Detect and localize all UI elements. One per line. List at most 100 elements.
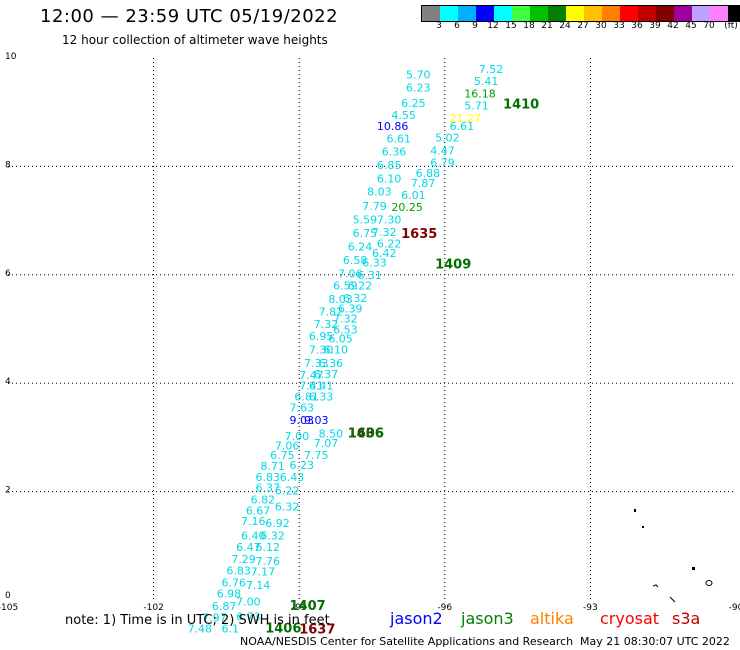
wave-height-label: 6.87	[212, 600, 237, 613]
wave-height-label: 6.98	[217, 587, 242, 600]
legend-label: 36	[631, 21, 643, 31]
wave-height-label: 6.32	[260, 529, 285, 542]
satellite-label-altika: altika	[530, 609, 574, 628]
wave-height-label: 6.1	[222, 623, 240, 636]
legend-swatch	[656, 6, 674, 21]
wave-height-label: 7.63	[289, 401, 314, 414]
wave-height-label: 6.33	[309, 391, 334, 404]
wave-height-label: 6.82	[251, 494, 276, 507]
wave-height-label: 6.10	[377, 173, 402, 186]
map-subtitle: 12 hour collection of altimeter wave hei…	[62, 33, 328, 47]
x-tick-label: -105	[0, 603, 18, 613]
legend-swatch	[548, 6, 566, 21]
wave-height-label: 6.53	[333, 323, 358, 336]
wave-height-label: 6.23	[289, 459, 314, 472]
wave-height-label: 5.41	[474, 75, 499, 88]
wave-height-label: 6.83	[256, 471, 281, 484]
satellite-label-jason2: jason2	[390, 609, 443, 628]
wave-height-label: 16.18	[464, 88, 496, 101]
wave-height-label: 7.52	[479, 63, 504, 76]
satellite-label-jason3: jason3	[461, 609, 514, 628]
wave-height-label: 6.41	[309, 380, 334, 393]
wave-height-label: 8.50	[319, 427, 344, 440]
wave-height-label: 7.87	[411, 177, 436, 190]
wave-height-label: 6.81	[294, 391, 319, 404]
coastline-islands	[634, 509, 713, 603]
wave-height-label: 6.67	[246, 504, 271, 517]
legend-label: 33	[613, 21, 625, 31]
wave-height-label: 6.58	[343, 254, 368, 267]
wave-height-label: 6.43	[280, 471, 305, 484]
map-title: 12:00 — 23:59 UTC 05/19/2022	[40, 6, 339, 27]
time-label: 1406	[348, 426, 384, 441]
wave-height-label: 6.40	[241, 529, 266, 542]
time-label: 1637	[299, 623, 335, 638]
legend-label: 15	[505, 21, 517, 31]
legend-swatch	[674, 6, 692, 21]
map-ticks: -105 -102 -99 -96 -93 -90 0 2 4 6 8 10	[0, 52, 740, 613]
footnote: note: 1) Time is in UTC; 2) SWH is in fe…	[65, 613, 330, 628]
wave-height-label: 7.30	[309, 343, 334, 356]
time-label: 1636	[348, 426, 384, 441]
legend-swatch	[620, 6, 638, 21]
legend-label: 70	[703, 21, 715, 31]
wave-height-label: 5.70	[406, 69, 431, 82]
wave-height-label: 7.33	[304, 357, 329, 370]
wave-height-label: 5.71	[464, 99, 489, 112]
y-tick-label: 0	[5, 591, 11, 601]
wave-height-label: 6.37	[314, 368, 339, 381]
wave-height-label: 6.32	[343, 292, 368, 305]
island-mark	[642, 526, 644, 528]
legend-swatch	[494, 6, 512, 21]
credit-line: NOAA/NESDIS Center for Satellite Applica…	[240, 635, 574, 648]
legend-swatch	[692, 6, 710, 21]
wave-height-label: 7.32	[333, 312, 358, 325]
wave-height-label: 8.71	[260, 460, 285, 473]
legend-swatch	[512, 6, 530, 21]
legend-label: 42	[667, 21, 679, 31]
wave-height-label: 6.22	[377, 238, 402, 251]
wave-height-label: 5.02	[435, 131, 460, 144]
wave-height-label: 6.95	[309, 330, 334, 343]
legend-swatch	[440, 6, 458, 21]
island-mark	[652, 584, 659, 588]
wave-height-label: 7.17	[251, 566, 276, 579]
legend-label: 6	[454, 21, 460, 31]
wave-height-label: 6.85	[377, 159, 402, 172]
wave-height-label: 6.32	[275, 501, 300, 514]
wave-height-label: 6.39	[338, 303, 363, 316]
wave-height-label: 4.47	[430, 144, 455, 157]
legend-label: 3	[436, 21, 442, 31]
wave-height-label: 6.10	[323, 343, 348, 356]
wave-height-label: 6.47	[236, 541, 261, 554]
map-grid	[8, 58, 736, 600]
legend-label: 12	[487, 21, 499, 31]
wave-height-label: 7.41	[299, 380, 324, 393]
y-tick-label: 8	[5, 160, 11, 170]
wave-height-label: 7.29	[231, 553, 256, 566]
generation-date: May 21 08:30:07 UTC 2022	[580, 635, 730, 648]
wave-height-label: 6.22	[275, 484, 300, 497]
time-label: 1635	[401, 227, 437, 242]
x-tick-label: -99	[292, 603, 307, 613]
wave-height-label: 6.83	[226, 565, 251, 578]
wave-height-label: 20.25	[391, 201, 423, 214]
island-mark	[705, 580, 713, 586]
wave-height-label: 6.75	[353, 227, 378, 240]
wave-height-label: 21.27	[450, 112, 482, 125]
wave-height-label: 6.22	[348, 279, 373, 292]
x-tick-label: -93	[583, 603, 598, 613]
wave-height-label: 6.37	[256, 482, 281, 495]
wave-height-label: 7.76	[256, 555, 281, 568]
wave-height-label: 7.00	[236, 595, 261, 608]
wave-height-label: 6.88	[416, 167, 441, 180]
satellite-label-s3a: s3a	[672, 609, 701, 628]
time-label: 1410	[503, 97, 539, 112]
wave-height-label: 9.03	[289, 414, 314, 427]
island-mark	[634, 509, 636, 512]
wave-height-label: 8.03	[367, 186, 392, 199]
legend-label: 30	[595, 21, 607, 31]
legend-label: 45	[685, 21, 697, 31]
time-label: 1406	[265, 622, 301, 637]
